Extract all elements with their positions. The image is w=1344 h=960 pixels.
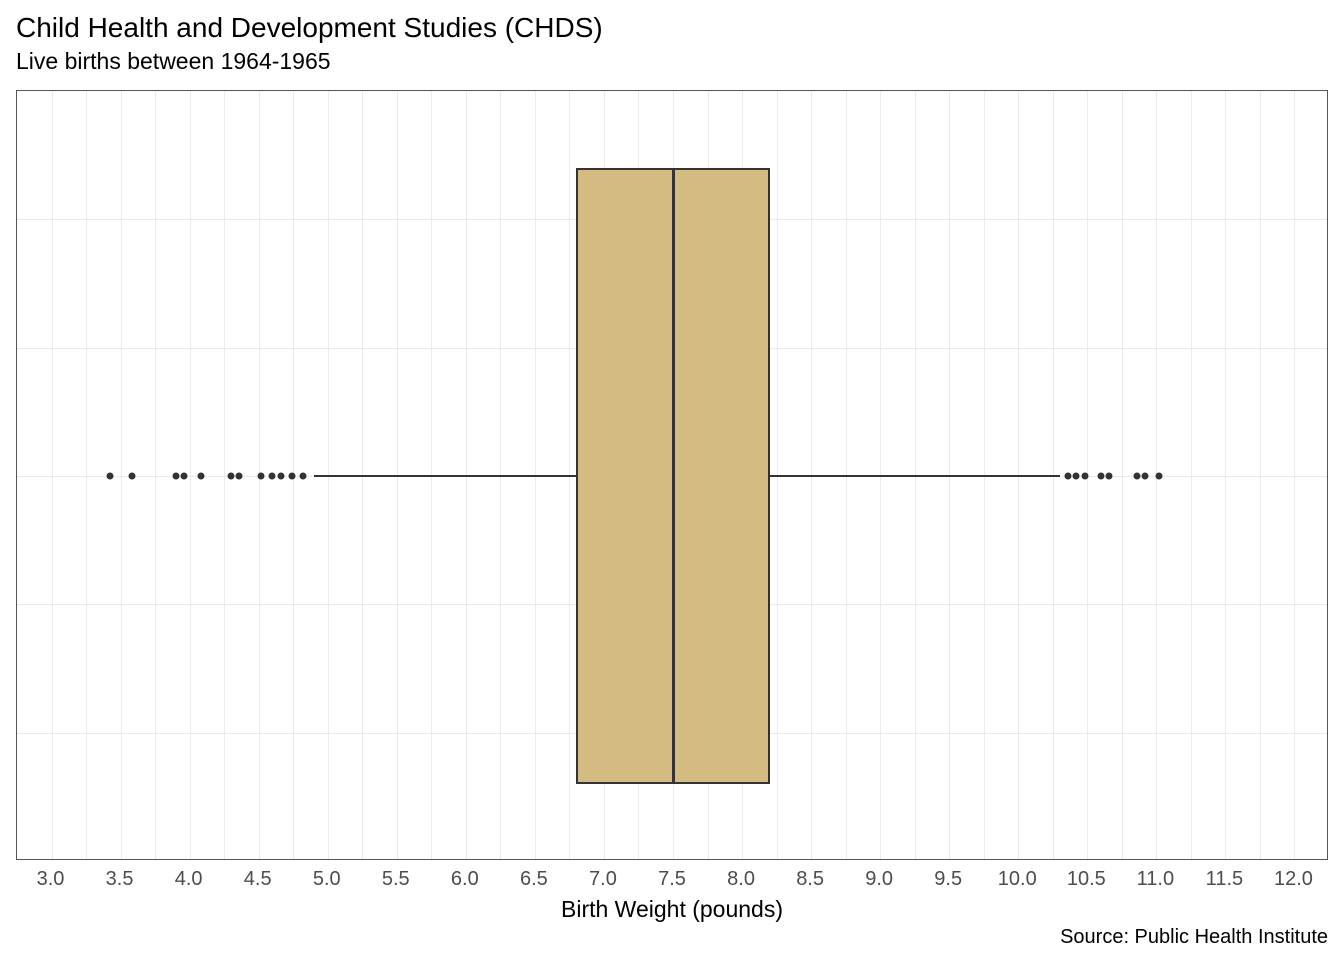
x-tick-label: 7.5 bbox=[658, 868, 686, 891]
gridline-v bbox=[1260, 91, 1261, 859]
outlier-point bbox=[106, 473, 113, 480]
x-tick-label: 10.0 bbox=[998, 868, 1037, 891]
x-tick-label: 5.0 bbox=[313, 868, 341, 891]
gridline-v bbox=[52, 91, 53, 859]
median-line bbox=[672, 168, 675, 784]
x-tick-label: 7.0 bbox=[589, 868, 617, 891]
gridline-v bbox=[1225, 91, 1226, 859]
outlier-point bbox=[277, 473, 284, 480]
chart-subtitle: Live births between 1964-1965 bbox=[16, 48, 331, 75]
x-tick-label: 6.5 bbox=[520, 868, 548, 891]
gridline-v bbox=[86, 91, 87, 859]
whisker-high bbox=[770, 475, 1060, 477]
x-axis-label: Birth Weight (pounds) bbox=[561, 896, 783, 923]
x-tick-label: 9.0 bbox=[865, 868, 893, 891]
gridline-v bbox=[1191, 91, 1192, 859]
outlier-point bbox=[1081, 473, 1088, 480]
outlier-point bbox=[181, 473, 188, 480]
outlier-point bbox=[1106, 473, 1113, 480]
x-tick-label: 12.0 bbox=[1274, 868, 1313, 891]
outlier-point bbox=[258, 473, 265, 480]
outlier-point bbox=[288, 473, 295, 480]
x-tick-label: 8.0 bbox=[727, 868, 755, 891]
x-tick-label: 5.5 bbox=[382, 868, 410, 891]
x-tick-label: 3.0 bbox=[37, 868, 65, 891]
chart-title: Child Health and Development Studies (CH… bbox=[16, 12, 603, 44]
x-tick-label: 6.0 bbox=[451, 868, 479, 891]
outlier-point bbox=[197, 473, 204, 480]
plot-panel bbox=[16, 90, 1328, 860]
outlier-point bbox=[228, 473, 235, 480]
x-tick-label: 8.5 bbox=[796, 868, 824, 891]
outlier-point bbox=[1064, 473, 1071, 480]
x-tick-label: 3.5 bbox=[106, 868, 134, 891]
outlier-point bbox=[1134, 473, 1141, 480]
gridline-v bbox=[121, 91, 122, 859]
x-tick-label: 10.5 bbox=[1067, 868, 1106, 891]
chart-caption: Source: Public Health Institute bbox=[1060, 926, 1328, 949]
outlier-point bbox=[269, 473, 276, 480]
outlier-point bbox=[172, 473, 179, 480]
outlier-point bbox=[1142, 473, 1149, 480]
x-tick-label: 11.5 bbox=[1206, 868, 1243, 891]
x-tick-label: 9.5 bbox=[934, 868, 962, 891]
outlier-point bbox=[128, 473, 135, 480]
chart-container: Child Health and Development Studies (CH… bbox=[0, 0, 1344, 960]
outlier-point bbox=[1073, 473, 1080, 480]
gridline-v bbox=[224, 91, 225, 859]
x-tick-label: 4.5 bbox=[244, 868, 272, 891]
x-tick-label: 4.0 bbox=[175, 868, 203, 891]
whisker-low bbox=[314, 475, 576, 477]
x-tick-label: 11.0 bbox=[1137, 868, 1174, 891]
outlier-point bbox=[236, 473, 243, 480]
gridline-v bbox=[155, 91, 156, 859]
gridline-v bbox=[1122, 91, 1123, 859]
gridline-v bbox=[190, 91, 191, 859]
gridline-v bbox=[1294, 91, 1295, 859]
outlier-point bbox=[1156, 473, 1163, 480]
outlier-point bbox=[1098, 473, 1105, 480]
outlier-point bbox=[299, 473, 306, 480]
